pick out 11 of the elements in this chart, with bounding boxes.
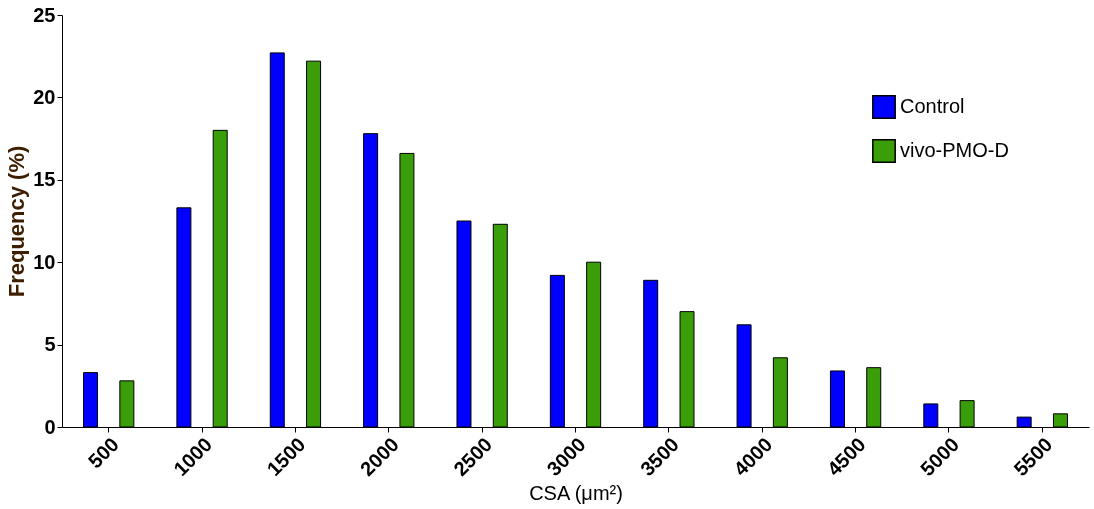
y-tick-label: 15: [33, 168, 56, 191]
y-tick-label: 20: [33, 85, 56, 108]
legend-label: vivo-PMO-D: [900, 139, 1009, 161]
legend-label: Control: [900, 95, 965, 117]
x-axis-title: CSA (μm²): [529, 482, 623, 505]
y-tick-label: 5: [44, 333, 56, 356]
y-axis-title: Frequency (%): [4, 145, 30, 298]
x-tick-label: 500: [83, 433, 123, 473]
y-tick-label: 10: [33, 250, 56, 273]
y-tick-label: 0: [44, 415, 56, 438]
y-tick-label: 25: [33, 3, 56, 26]
